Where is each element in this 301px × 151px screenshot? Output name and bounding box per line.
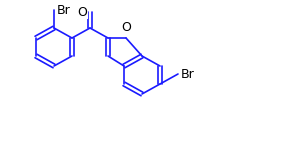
Text: O: O [121,21,131,34]
Text: Br: Br [57,3,71,16]
Text: O: O [77,5,87,19]
Text: Br: Br [181,67,195,80]
